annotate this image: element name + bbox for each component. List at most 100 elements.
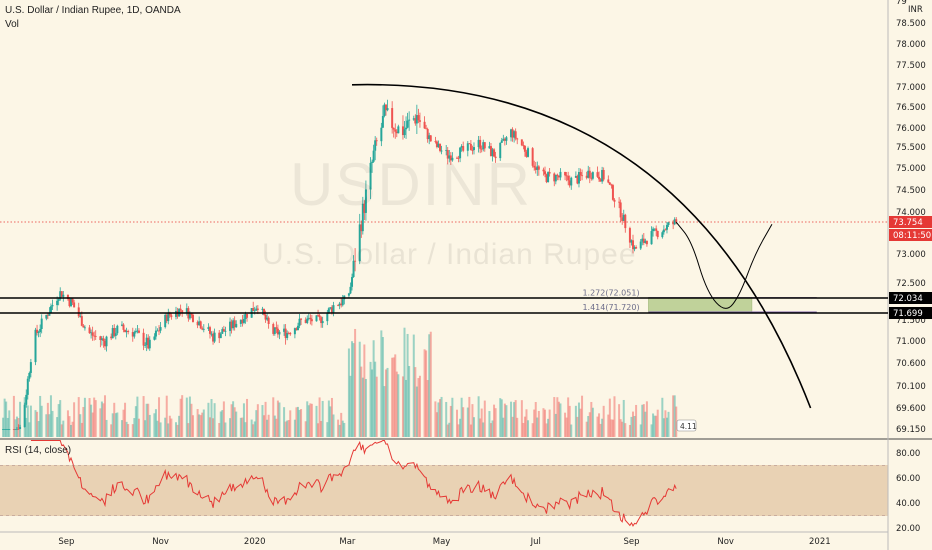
volume-bar (565, 417, 568, 437)
candle (673, 217, 676, 226)
candle (232, 318, 235, 331)
price-badge: 08:11:50 (889, 229, 932, 241)
volume-bar (255, 410, 258, 437)
volume-bar (553, 397, 556, 437)
volume-bar (6, 417, 9, 437)
volume-bar (222, 401, 225, 437)
candle (144, 342, 147, 349)
descending-arc-drawing[interactable] (351, 83, 812, 409)
volume-bar (534, 402, 537, 437)
volume-bar (190, 403, 193, 437)
candle (632, 234, 635, 254)
volume-bar (391, 357, 394, 437)
volume-bar (369, 361, 372, 437)
candle (502, 134, 505, 142)
rsi-tick-label: 40.00 (896, 499, 920, 509)
volume-bar (531, 423, 534, 437)
chart-title[interactable]: U.S. Dollar / Indian Rupee, 1D, OANDA (5, 5, 181, 16)
volume-bar (142, 396, 145, 437)
volume-bar (601, 418, 604, 437)
candle (246, 313, 249, 322)
candle (417, 108, 420, 124)
candle (403, 121, 406, 138)
candle (667, 221, 670, 228)
volume-bar (502, 417, 505, 437)
candle (210, 331, 213, 337)
volume-bar (309, 403, 312, 437)
volume-bar (613, 396, 616, 437)
time-tick-label: Sep (58, 537, 74, 547)
volume-bar (178, 415, 181, 437)
candle (170, 312, 173, 320)
volume-bar (449, 405, 452, 437)
volume-bar (479, 418, 482, 437)
candle (233, 316, 236, 331)
volume-bar (102, 403, 105, 437)
volume-bar (310, 403, 313, 437)
candle (29, 358, 32, 378)
volume-bar (14, 419, 17, 437)
volume-bar (93, 397, 96, 437)
time-axis[interactable]: Sep Nov 2020 Mar May Jul Sep Nov 2021 (58, 537, 830, 547)
volume-bar (219, 411, 222, 437)
volume-bar (300, 409, 303, 437)
candle (83, 325, 86, 331)
volume-bar (641, 404, 644, 437)
price-axis[interactable]: 79 78.500 78.000 77.500 77.000 76.500 76.000 75… (896, 0, 926, 435)
candle (510, 128, 513, 142)
candle (523, 145, 526, 157)
volume-bar (489, 423, 492, 437)
volume-bar (581, 395, 584, 437)
candle (665, 221, 668, 234)
candle (429, 135, 432, 142)
volume-bar (587, 415, 590, 437)
candle (56, 296, 59, 311)
projection-path-drawing[interactable] (675, 221, 773, 309)
rsi-band (0, 465, 888, 516)
volume-bar (198, 414, 201, 437)
volume-bar (457, 424, 460, 437)
volume-bar (644, 411, 647, 437)
rsi-axis[interactable]: 80.00 60.00 40.00 20.00 (0, 449, 920, 534)
candle (147, 334, 150, 350)
volume-bar (330, 397, 333, 437)
candle (380, 122, 383, 147)
volume-bar (412, 334, 415, 437)
candle (114, 327, 117, 340)
candle (201, 326, 204, 331)
volume-bar (493, 404, 496, 437)
volume-bar (482, 422, 485, 437)
volume-bar (628, 424, 631, 437)
candle (14, 429, 17, 430)
rsi-label[interactable]: RSI (14, close) (5, 445, 72, 456)
volume-bar (645, 401, 648, 437)
volume-bar (156, 420, 159, 437)
volume-bar (655, 415, 658, 437)
candle (105, 335, 108, 352)
candle (675, 217, 678, 225)
volume-bar (619, 419, 622, 437)
fib-label-1272: 1.272(72.051) (582, 288, 639, 297)
volume-bar (318, 397, 321, 437)
volume-bar (131, 424, 134, 437)
candle (361, 196, 364, 235)
candle (565, 172, 568, 182)
time-tick-label: Jul (530, 537, 541, 547)
main-pane[interactable] (0, 0, 888, 438)
time-tick-label: Mar (339, 537, 356, 547)
volume-bar (607, 414, 610, 437)
candle (557, 175, 560, 181)
volume-label[interactable]: Vol (5, 19, 19, 30)
candle (110, 333, 113, 341)
candle (426, 127, 429, 143)
volume-bar (672, 395, 675, 437)
volume-bar (590, 401, 593, 437)
candle (653, 228, 656, 232)
volume-bar (212, 418, 215, 437)
volume-bar (175, 422, 178, 437)
candle (545, 173, 548, 184)
volume-bar (232, 401, 235, 437)
volume-bar (428, 334, 431, 437)
volume-bar (246, 398, 249, 437)
